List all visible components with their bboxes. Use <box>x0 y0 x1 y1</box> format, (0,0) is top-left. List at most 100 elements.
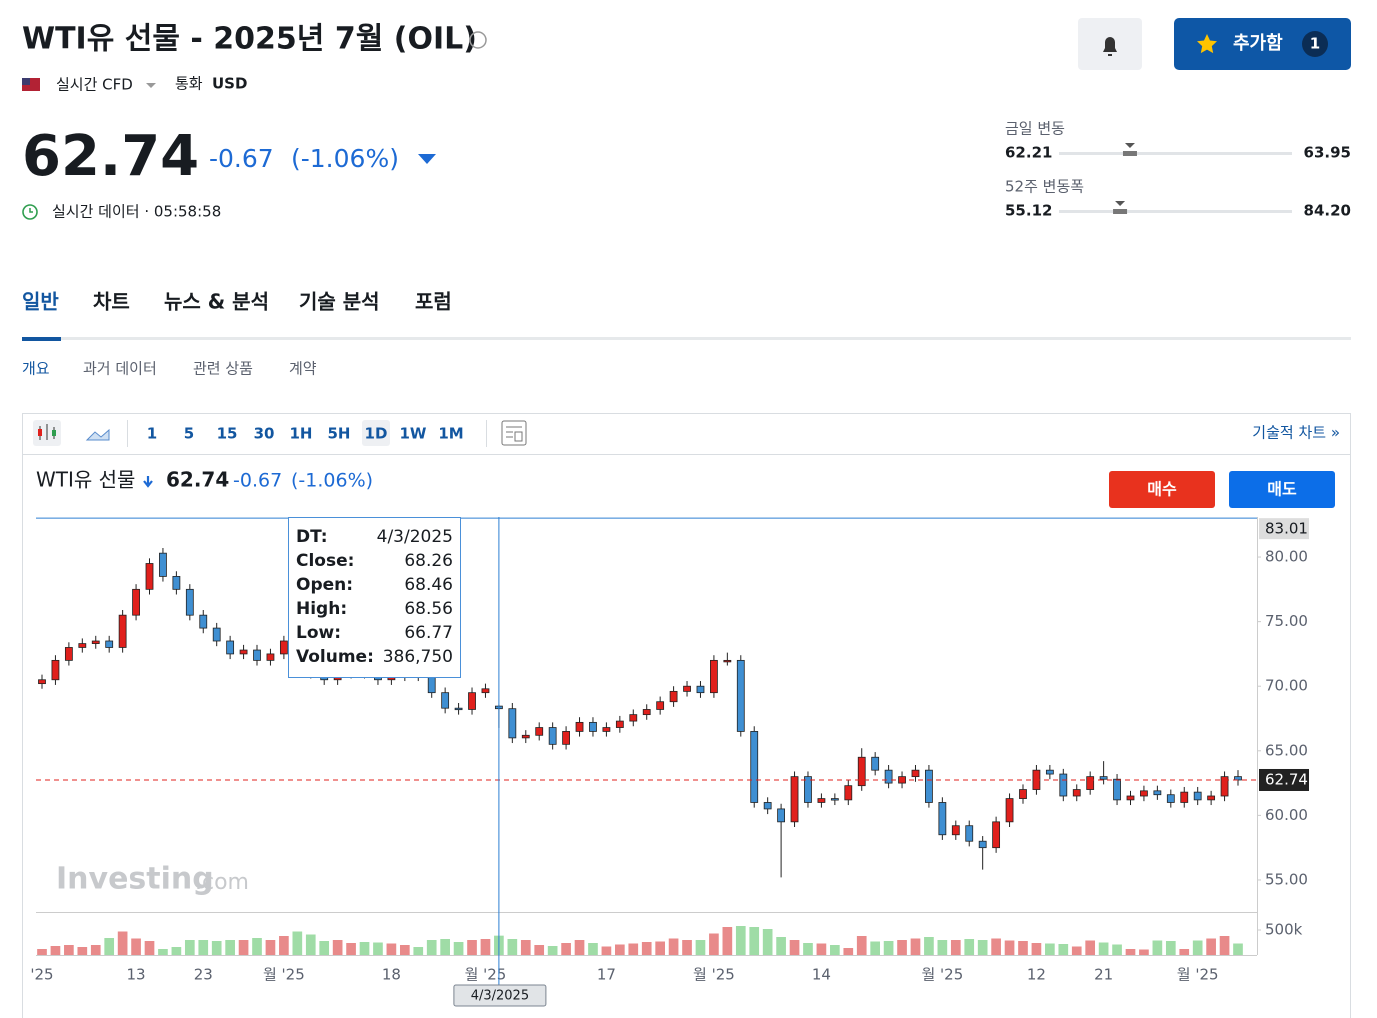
flag-canton <box>22 78 30 85</box>
volume-bar <box>198 940 209 955</box>
candle-body <box>468 692 476 710</box>
interval[interactable]: 1M <box>438 425 463 443</box>
area-tool[interactable] <box>85 428 110 441</box>
watch-button[interactable] <box>1174 18 1351 70</box>
volume-bar <box>601 946 612 955</box>
tooltip-value: 68.56 <box>404 599 453 619</box>
x-tick-label: 월 '25 <box>263 966 305 984</box>
volume-bar <box>803 943 813 955</box>
candle-body <box>185 588 194 616</box>
volume-bar <box>1112 944 1122 955</box>
candle-body <box>64 647 73 661</box>
candle-body <box>938 802 947 836</box>
price: 62.74 <box>22 124 199 189</box>
ranges: 금일 변동 62.21 63.95 52주 변동폭 55.12 84.20 <box>1005 120 1351 220</box>
volume-bar <box>131 938 141 955</box>
candle-body <box>669 690 678 703</box>
tab-rule <box>22 337 1351 340</box>
interval[interactable]: 5H <box>328 425 351 443</box>
volume-bar <box>211 941 222 955</box>
interval[interactable]: 1H <box>290 425 313 443</box>
candle-body <box>454 707 463 711</box>
subtab[interactable]: 계약 <box>289 360 317 378</box>
candle-body <box>830 798 839 801</box>
volume-bar <box>588 943 598 955</box>
interval[interactable]: 1D <box>365 425 388 443</box>
tab[interactable]: 뉴스 & 분석 <box>164 290 269 314</box>
candle-body <box>871 756 880 771</box>
range-fill <box>1122 151 1137 156</box>
candle-body <box>481 688 490 694</box>
info-icon[interactable] <box>469 31 487 49</box>
volume-bar <box>534 945 545 955</box>
tooltip-key: Open: <box>296 575 353 595</box>
interval[interactable]: 30 <box>254 425 275 443</box>
buy-button[interactable] <box>1109 471 1215 508</box>
change: -0.67 <box>209 144 274 173</box>
volume-bar <box>668 938 679 955</box>
volume-bar <box>1233 943 1243 955</box>
market[interactable]: 실시간 CFD <box>56 76 133 94</box>
star-icon <box>1197 34 1217 54</box>
tab[interactable]: 기술 분석 <box>299 290 380 314</box>
change-pct: (-1.06%) <box>291 144 399 173</box>
candle-body <box>1140 790 1148 797</box>
volume-bar <box>1045 943 1055 955</box>
volume-bar <box>158 949 168 955</box>
volume-bar <box>346 943 356 955</box>
volume-bar <box>305 934 316 955</box>
volume-bar <box>1192 940 1203 955</box>
volume-bar <box>1058 944 1069 955</box>
candle-body <box>710 659 718 694</box>
candle-body <box>1059 773 1068 797</box>
candle-body <box>911 769 920 778</box>
candle-body <box>1072 789 1081 797</box>
bell-icon <box>1103 37 1117 56</box>
layout-tool[interactable] <box>501 420 527 446</box>
volume-bar <box>265 940 276 955</box>
candle-body <box>925 769 933 803</box>
volume-bar <box>991 938 1001 955</box>
candle-body <box>951 825 960 836</box>
candle-body <box>1045 769 1054 775</box>
candle-body <box>978 840 987 849</box>
layout-tool-icon <box>506 426 523 442</box>
crosshair-date-box <box>453 984 547 1007</box>
volume-bar <box>319 941 330 955</box>
buy-label: 매수 <box>1147 480 1177 499</box>
y-tick-label: 70.00 <box>1265 677 1308 695</box>
watch-badge <box>1302 31 1328 57</box>
x-tick-label: 14 <box>812 966 831 984</box>
volume-bar <box>1071 946 1082 955</box>
tabs: 일반 차트 뉴스 & 분석 기술 분석 포럼 <box>22 290 452 314</box>
volume-bar <box>1219 936 1230 955</box>
candle-body <box>427 675 436 694</box>
chart-change-pct: (-1.06%) <box>291 470 373 492</box>
candle-body <box>804 776 812 803</box>
interval[interactable]: 5 <box>184 425 194 443</box>
volume-bar <box>77 947 88 955</box>
subtab[interactable]: 개요 <box>22 360 50 378</box>
tab[interactable]: 포럼 <box>415 290 452 314</box>
sell-button[interactable] <box>1229 471 1335 508</box>
candle-body <box>159 552 167 577</box>
tab[interactable]: 차트 <box>93 290 130 314</box>
tab-underline <box>22 337 61 341</box>
volume-bar <box>279 936 289 955</box>
volume-bar <box>615 944 625 955</box>
candle-body <box>602 727 611 732</box>
interval[interactable]: 15 <box>217 425 238 443</box>
tab[interactable]: 일반 <box>22 290 59 314</box>
interval[interactable]: 1W <box>400 425 427 443</box>
tech-chart-link[interactable]: 기술적 차트 » <box>1252 424 1340 442</box>
volume-bar <box>520 940 531 955</box>
volume-bar <box>977 940 988 955</box>
y-tick-label: 55.00 <box>1265 870 1308 888</box>
interval[interactable]: 1 <box>147 425 157 443</box>
subtab[interactable]: 관련 상품 <box>193 360 253 378</box>
subtab[interactable]: 과거 데이터 <box>83 360 157 378</box>
volume-bar <box>897 940 907 955</box>
candle-body <box>172 576 181 590</box>
candle-body <box>535 727 544 736</box>
